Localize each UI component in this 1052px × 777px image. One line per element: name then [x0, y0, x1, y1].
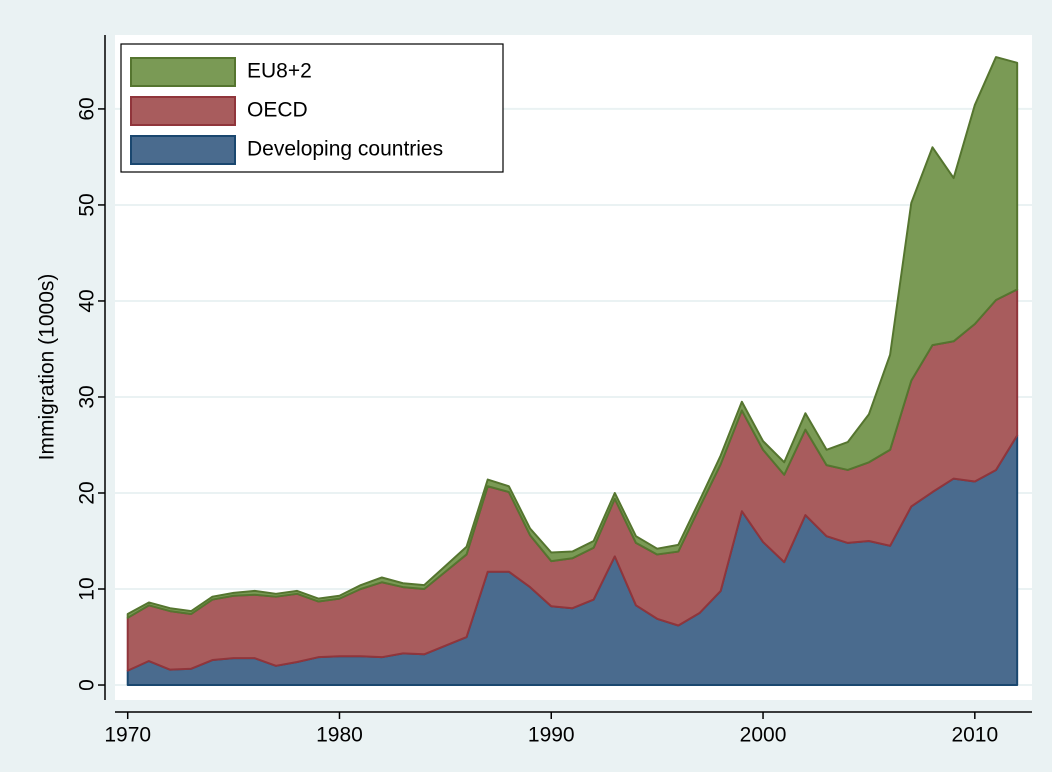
y-axis-label: Immigration (1000s)	[36, 274, 59, 461]
x-tick-label: 2000	[740, 724, 787, 747]
y-tick-label: 0	[76, 679, 99, 691]
x-tick-label: 2010	[951, 724, 998, 747]
y-tick-label: 30	[76, 385, 99, 408]
y-tick-label: 10	[76, 577, 99, 600]
x-tick-label: 1980	[316, 724, 363, 747]
legend-swatch	[130, 57, 236, 87]
y-tick-label: 50	[76, 193, 99, 216]
x-tick-label: 1970	[104, 724, 151, 747]
legend-label: OECD	[247, 99, 308, 122]
legend-swatch	[130, 96, 236, 126]
legend-label: Developing countries	[247, 138, 443, 161]
legend-swatch	[130, 135, 236, 165]
y-tick-label: 60	[76, 97, 99, 120]
area	[126, 56, 1019, 619]
y-tick-label: 20	[76, 481, 99, 504]
legend-label: EU8+2	[247, 60, 312, 83]
x-tick-label: 1990	[528, 724, 575, 747]
y-tick-label: 40	[76, 289, 99, 312]
